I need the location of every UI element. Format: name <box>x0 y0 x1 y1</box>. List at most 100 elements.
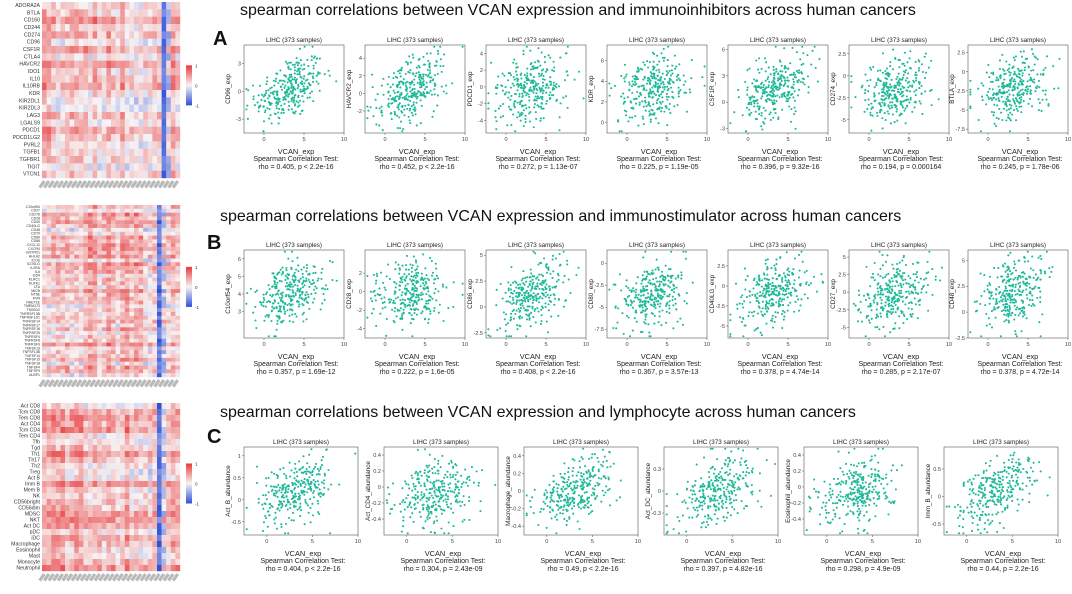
heatmap-cell <box>175 327 181 332</box>
data-point <box>403 95 406 98</box>
heatmap-cell <box>134 296 139 301</box>
heatmap-cell <box>65 224 70 229</box>
heatmap-cell <box>129 231 135 236</box>
heatmap-cell <box>138 511 144 518</box>
heatmap-cell <box>42 296 47 301</box>
data-point <box>661 86 664 89</box>
data-point <box>542 117 545 120</box>
data-point <box>394 75 398 78</box>
data-point <box>531 82 534 85</box>
data-point <box>623 77 626 80</box>
heatmap-cell <box>74 451 79 458</box>
data-point <box>633 80 637 84</box>
data-point <box>283 102 286 105</box>
heatmap-cell <box>55 277 61 282</box>
heatmap-cell <box>175 481 181 488</box>
data-point <box>366 117 369 120</box>
heatmap-cell <box>97 104 102 113</box>
heatmap-cell <box>92 2 98 10</box>
data-point <box>767 86 770 89</box>
heatmap-cell <box>65 292 70 297</box>
heatmap-cell <box>88 481 93 488</box>
heatmap-cell <box>46 427 52 434</box>
heatmap-cell <box>60 403 66 410</box>
heatmap-cell <box>134 547 139 554</box>
heatmap-cell <box>83 535 89 542</box>
heatmap-col-label <box>43 379 51 388</box>
heatmap-cell <box>65 481 70 488</box>
heatmap-cell <box>147 354 153 359</box>
data-point <box>801 77 804 80</box>
heatmap-col-label <box>167 180 175 189</box>
data-point <box>293 99 296 102</box>
heatmap-cell <box>129 126 135 135</box>
data-point <box>918 87 921 90</box>
heatmap-cell <box>88 523 93 530</box>
heatmap-cell <box>138 24 144 32</box>
heatmap-cell <box>92 231 98 236</box>
heatmap-cell <box>134 262 139 267</box>
data-point <box>293 63 296 66</box>
data-point <box>552 60 555 63</box>
heatmap-cell <box>101 350 107 355</box>
data-point <box>678 79 682 82</box>
heatmap-row-label: TNFSF9 <box>27 369 40 373</box>
heatmap-cell <box>83 235 89 240</box>
data-point <box>656 90 659 93</box>
plot-title: LIHC (373 samples) <box>871 37 927 44</box>
data-point <box>409 69 412 72</box>
data-point <box>310 90 313 93</box>
heatmap-cell <box>101 2 107 10</box>
heatmap-cell <box>55 457 61 464</box>
heatmap-cell <box>115 60 121 69</box>
heatmap-cell <box>74 403 79 410</box>
heatmap-cell <box>111 148 116 157</box>
data-point <box>791 92 794 96</box>
heatmap-cell <box>129 104 135 113</box>
heatmap-cell <box>161 342 167 347</box>
heatmap-cell <box>120 250 125 255</box>
x-tick-label: 5 <box>423 137 426 143</box>
heatmap-cell <box>147 269 153 274</box>
heatmap-cell <box>115 403 121 410</box>
heatmap-row-label: PVR <box>33 297 41 301</box>
heatmap-cell <box>65 361 70 366</box>
heatmap-cell <box>83 254 89 259</box>
heatmap-cell <box>111 119 116 127</box>
heatmap-cell <box>166 208 171 213</box>
heatmap-col-label <box>153 573 161 582</box>
heatmap-cell <box>111 361 116 366</box>
heatmap-cell <box>143 403 148 410</box>
heatmap-cell <box>92 289 98 294</box>
heatmap-cell <box>74 559 79 566</box>
heatmap-cell <box>74 529 79 536</box>
heatmap-cell <box>46 300 52 305</box>
y-tick-label: -3 <box>720 127 725 133</box>
heatmap-cell <box>60 68 66 76</box>
heatmap-cell <box>46 231 52 236</box>
data-point <box>494 109 497 113</box>
heatmap-cell <box>97 523 102 530</box>
heatmap-cell <box>51 156 56 164</box>
heatmap-cell <box>152 235 158 240</box>
heatmap-row-label: ENTPD1 <box>26 251 40 255</box>
data-point <box>643 75 646 78</box>
heatmap-cell <box>170 350 176 355</box>
data-point <box>786 93 789 96</box>
data-point <box>905 95 908 98</box>
y-axis-label: HAVCR2_exp <box>346 69 353 108</box>
heatmap-cell <box>69 254 75 259</box>
heatmap-cell <box>46 38 52 47</box>
heatmap-cell <box>101 559 107 566</box>
heatmap-cell <box>138 296 144 301</box>
heatmap-cell <box>92 262 98 267</box>
heatmap-cell <box>147 235 153 240</box>
heatmap-row-label: LTA <box>34 285 41 289</box>
heatmap-cell <box>60 239 66 244</box>
heatmap-row-label: LGALS9 <box>20 120 40 126</box>
data-point <box>766 78 769 81</box>
heatmap-cell <box>124 315 130 320</box>
data-point <box>514 93 517 96</box>
heatmap-cell <box>78 235 84 240</box>
